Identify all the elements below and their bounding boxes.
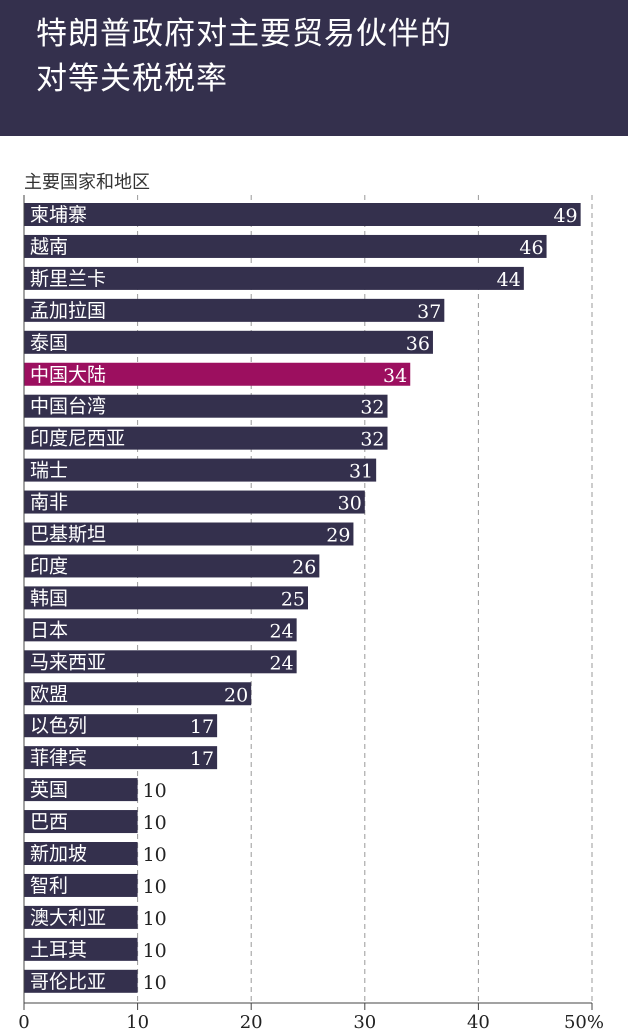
value-label: 37 xyxy=(417,301,441,323)
category-label: 韩国 xyxy=(30,587,68,609)
category-label: 日本 xyxy=(30,619,68,641)
bar-13 xyxy=(24,618,297,642)
category-label: 柬埔寨 xyxy=(30,204,87,226)
value-label: 36 xyxy=(406,333,430,355)
value-label: 10 xyxy=(143,908,167,930)
value-label: 29 xyxy=(326,525,350,547)
value-label: 10 xyxy=(143,780,167,802)
bar-8 xyxy=(24,458,377,482)
bar-21 xyxy=(24,873,138,897)
value-label: 10 xyxy=(143,876,167,898)
title-line-2: 对等关税税率 xyxy=(36,61,228,97)
bar-22 xyxy=(24,905,138,929)
value-label: 46 xyxy=(519,237,543,259)
value-label: 44 xyxy=(497,269,521,291)
category-label: 泰国 xyxy=(30,332,68,354)
category-label: 巴基斯坦 xyxy=(30,524,106,546)
category-label: 英国 xyxy=(30,779,68,801)
value-label: 26 xyxy=(292,556,316,578)
bar-14 xyxy=(24,650,297,674)
bar-23 xyxy=(24,937,138,961)
category-label: 智利 xyxy=(30,875,68,897)
bar-15 xyxy=(24,682,252,706)
bar-24 xyxy=(24,969,138,993)
bar-6 xyxy=(24,394,388,418)
x-tick-label: 40 xyxy=(467,1012,490,1033)
x-tick-label: 50% xyxy=(564,1012,604,1033)
category-label: 土耳其 xyxy=(30,939,87,961)
category-label: 菲律宾 xyxy=(30,747,87,769)
category-label: 新加坡 xyxy=(30,843,87,865)
value-label: 10 xyxy=(143,940,167,962)
category-label: 中国大陆 xyxy=(30,364,106,386)
bar-18 xyxy=(24,778,138,802)
category-label: 欧盟 xyxy=(30,683,68,705)
bar-4 xyxy=(24,330,433,354)
value-label: 24 xyxy=(269,652,293,674)
x-tick-label: 0 xyxy=(18,1012,29,1033)
category-label: 越南 xyxy=(30,236,68,258)
x-tick-label: 10 xyxy=(126,1012,149,1033)
value-label: 25 xyxy=(281,588,305,610)
bar-5 xyxy=(24,362,411,386)
value-label: 32 xyxy=(360,397,384,419)
category-label: 南非 xyxy=(30,492,68,514)
x-tick-label: 30 xyxy=(353,1012,376,1033)
x-tick-label: 20 xyxy=(240,1012,263,1033)
category-label: 中国台湾 xyxy=(30,396,106,418)
bar-12 xyxy=(24,586,308,610)
bar-0 xyxy=(24,203,581,226)
category-label: 哥伦比亚 xyxy=(30,971,106,993)
category-label: 巴西 xyxy=(30,811,68,833)
value-label: 24 xyxy=(269,620,293,642)
value-label: 49 xyxy=(553,205,577,227)
category-label: 瑞士 xyxy=(30,460,68,482)
category-label: 以色列 xyxy=(30,715,87,737)
bar-10 xyxy=(24,522,354,546)
bar-1 xyxy=(24,234,547,258)
value-label: 34 xyxy=(383,365,407,387)
bar-3 xyxy=(24,298,445,322)
bar-17 xyxy=(24,746,218,770)
value-label: 17 xyxy=(190,716,214,738)
bar-7 xyxy=(24,426,388,450)
category-label: 澳大利亚 xyxy=(30,907,106,929)
bar-11 xyxy=(24,554,320,578)
chart-title: 特朗普政府对主要贸易伙伴的 对等关税税率 xyxy=(36,12,596,102)
value-label: 10 xyxy=(143,844,167,866)
value-label: 31 xyxy=(349,461,373,483)
bar-9 xyxy=(24,490,365,514)
y-axis-label: 主要国家和地区 xyxy=(24,172,150,193)
title-line-1: 特朗普政府对主要贸易伙伴的 xyxy=(36,16,452,52)
category-label: 孟加拉国 xyxy=(30,300,106,322)
value-label: 10 xyxy=(143,812,167,834)
bar-19 xyxy=(24,810,138,834)
value-label: 30 xyxy=(338,493,362,515)
header-banner: 特朗普政府对主要贸易伙伴的 对等关税税率 xyxy=(0,0,628,136)
category-label: 马来西亚 xyxy=(30,651,106,673)
value-label: 17 xyxy=(190,748,214,770)
category-label: 印度 xyxy=(30,555,68,577)
category-label: 斯里兰卡 xyxy=(30,268,106,290)
value-label: 32 xyxy=(360,429,384,451)
bar-20 xyxy=(24,842,138,865)
category-label: 印度尼西亚 xyxy=(30,428,125,450)
value-label: 10 xyxy=(143,972,167,994)
bar-2 xyxy=(24,266,524,290)
value-label: 20 xyxy=(224,684,248,706)
bar-16 xyxy=(24,714,218,738)
